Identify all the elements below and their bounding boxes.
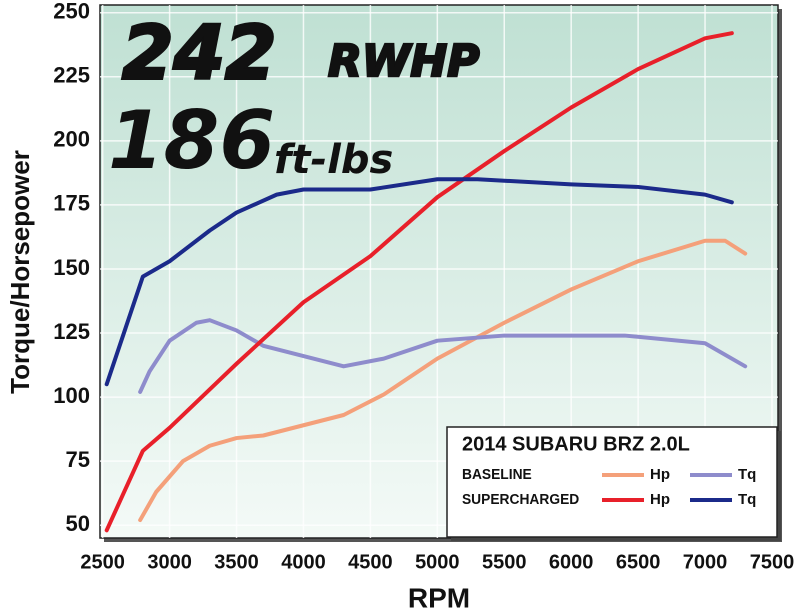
y-tick-label: 150 — [53, 255, 90, 280]
x-tick-label: 4500 — [348, 551, 393, 573]
y-tick-label: 75 — [66, 447, 90, 472]
legend-group: SUPERCHARGED — [462, 491, 579, 508]
headline-hp: 242 — [122, 11, 276, 97]
y-tick-label: 225 — [53, 63, 90, 88]
y-tick-label: 100 — [53, 383, 90, 408]
x-tick-label: 3500 — [214, 551, 259, 573]
y-tick-label: 250 — [53, 0, 90, 24]
y-axis-label: Torque/Horsepower — [5, 150, 35, 394]
y-tick-label: 125 — [53, 319, 90, 344]
legend-group: BASELINE — [462, 466, 532, 483]
x-tick-label: 2500 — [80, 551, 125, 573]
x-tick-label: 5500 — [482, 551, 527, 573]
headline-tq-unit: ft-lbs — [274, 137, 393, 183]
legend-box — [446, 426, 778, 538]
legend-label: Tq — [738, 491, 756, 508]
y-tick-label: 50 — [66, 511, 90, 536]
x-tick-label: 7000 — [683, 551, 728, 573]
headline-tq: 186 — [108, 94, 275, 187]
x-tick-label: 7500 — [750, 551, 795, 573]
data-line — [138, 238, 748, 523]
x-tick-label: 6000 — [549, 551, 594, 573]
legend-title: 2014 SUBARU BRZ 2.0L — [462, 433, 690, 455]
headline-hp-unit: RWHP — [328, 36, 480, 87]
x-tick-label: 5000 — [415, 551, 460, 573]
legend-label: Tq — [738, 466, 756, 483]
x-tick-label: 4000 — [281, 551, 326, 573]
legend-label: Hp — [650, 466, 670, 483]
data-line — [104, 177, 734, 387]
x-tick-label: 3000 — [147, 551, 192, 573]
data-line — [104, 31, 734, 533]
x-axis-label: RPM — [408, 582, 470, 613]
y-tick-label: 200 — [53, 127, 90, 152]
y-tick-label: 175 — [53, 191, 90, 216]
data-line — [138, 318, 748, 394]
legend-label: Hp — [650, 491, 670, 508]
x-tick-label: 6500 — [616, 551, 661, 573]
